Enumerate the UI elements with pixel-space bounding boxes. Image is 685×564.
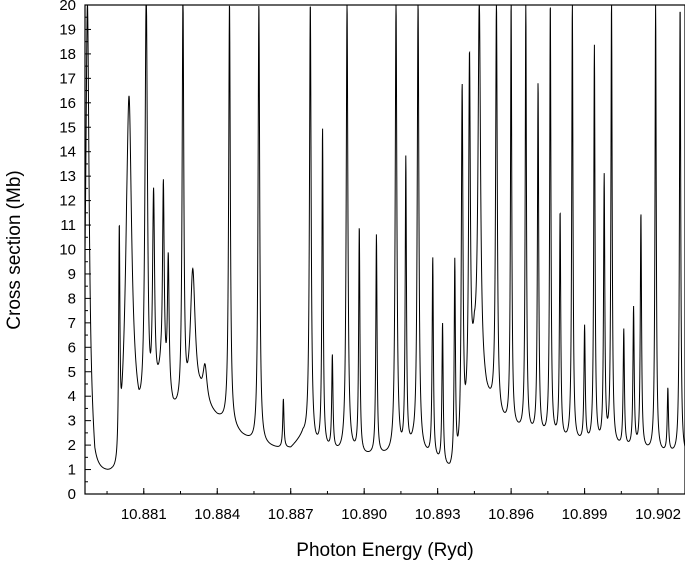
y-tick-label: 6 (68, 339, 76, 356)
y-tick-label: 15 (59, 119, 76, 136)
axes-layer (84, 4, 685, 495)
cross-section-line (84, 4, 685, 470)
y-axis-title: Cross section (Mb) (4, 170, 25, 329)
y-tick-label: 3 (68, 413, 76, 430)
x-tick-label: 10.899 (562, 506, 608, 523)
y-tick-label: 11 (60, 217, 76, 234)
y-tick-label: 0 (68, 486, 76, 503)
y-tick-label: 13 (59, 168, 76, 185)
y-tick-label: 20 (59, 0, 76, 14)
y-tick-label: 19 (59, 21, 76, 38)
x-tick-label: 10.881 (121, 506, 167, 523)
x-tick-label: 10.896 (488, 506, 534, 523)
x-tick-label: 10.887 (268, 506, 314, 523)
plot-background (85, 5, 685, 494)
x-axis-title: Photon Energy (Ryd) (296, 540, 473, 561)
y-tick-label: 18 (59, 46, 76, 63)
x-tick-label: 10.890 (341, 506, 387, 523)
y-tick-label: 14 (59, 144, 76, 161)
y-tick-label: 8 (68, 290, 76, 307)
x-tick-label: 10.902 (635, 506, 681, 523)
y-tick-label: 10 (59, 242, 76, 259)
y-tick-label: 9 (68, 266, 76, 283)
curve-layer (84, 4, 685, 470)
y-tick-label: 4 (68, 388, 76, 405)
y-tick-label: 16 (59, 95, 76, 112)
y-tick-label: 17 (59, 70, 76, 87)
x-tick-label: 10.893 (415, 506, 461, 523)
y-tick-label: 7 (68, 315, 76, 332)
y-tick-label: 2 (68, 437, 76, 454)
y-tick-label: 12 (59, 193, 76, 210)
y-tick-label: 1 (68, 462, 76, 479)
x-tick-label: 10.884 (194, 506, 240, 523)
y-tick-label: 5 (68, 364, 76, 381)
